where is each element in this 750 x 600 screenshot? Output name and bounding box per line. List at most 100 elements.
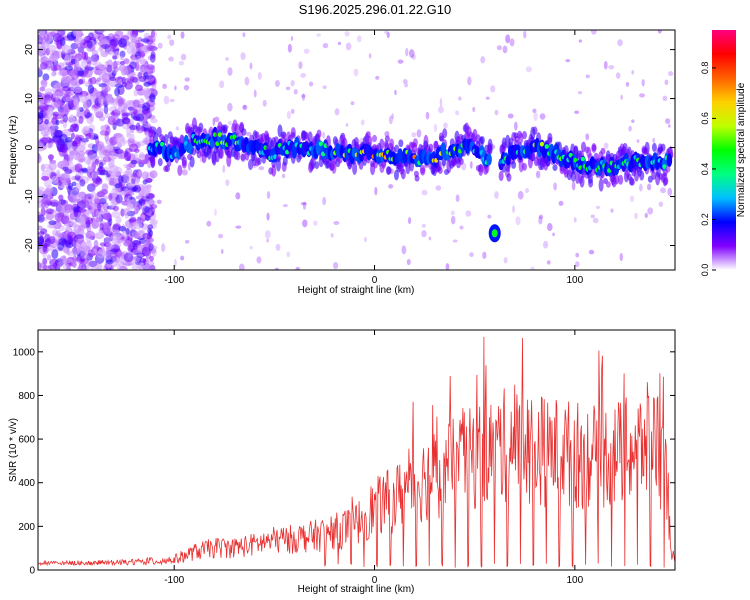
heatmap-cell (73, 87, 82, 94)
heatmap-cell (38, 186, 45, 192)
heatmap-cell (386, 166, 392, 175)
heatmap-cell (42, 243, 48, 253)
heatmap-cell (274, 80, 280, 87)
spectrogram-ytick-label: 20 (24, 44, 35, 56)
heatmap-cell (290, 79, 295, 87)
heatmap-cell (156, 199, 162, 205)
heatmap-cell (590, 30, 597, 35)
heatmap-cell (591, 144, 597, 151)
heatmap-cell (658, 201, 664, 207)
heatmap-cell (286, 110, 292, 120)
heatmap-cell (523, 30, 527, 39)
heatmap-cell (571, 181, 576, 191)
heatmap-cell (408, 49, 415, 58)
heatmap-cell (104, 145, 114, 152)
heatmap-cell (95, 264, 102, 270)
heatmap-cell (177, 164, 183, 177)
heatmap-cell (587, 172, 593, 184)
heatmap-cell (595, 205, 601, 209)
heatmap-cell (293, 89, 298, 95)
heatmap-cell (89, 95, 96, 101)
heatmap-cell (598, 178, 604, 192)
heatmap-cell (421, 223, 426, 228)
heatmap-cell (506, 173, 512, 182)
heatmap-cell (108, 218, 113, 226)
heatmap-cell (119, 55, 125, 61)
heatmap-cell (146, 44, 154, 52)
heatmap-cell (64, 54, 71, 64)
heatmap-cell (44, 119, 49, 125)
heatmap-cell (439, 135, 445, 142)
heatmap-cell (235, 150, 241, 161)
spectrogram-xtick-label: -100 (164, 275, 184, 286)
heatmap-cell (62, 247, 68, 253)
snr-ytick-label: 400 (18, 478, 35, 489)
heatmap-cell (191, 148, 197, 156)
heatmap-cell (131, 231, 141, 239)
heatmap-cell (85, 149, 95, 156)
heatmap-cell (222, 124, 228, 133)
heatmap-cell (67, 182, 74, 190)
heatmap-cell (69, 189, 79, 198)
heatmap-cell (114, 183, 123, 189)
heatmap-cell (309, 159, 315, 171)
heatmap-cell (438, 106, 444, 114)
heatmap-cell (461, 162, 467, 171)
heatmap-cell (117, 139, 127, 147)
heatmap-cell (106, 64, 113, 73)
heatmap-cell (450, 210, 455, 216)
heatmap-cell (282, 156, 288, 166)
heatmap-cell (140, 38, 150, 43)
heatmap-cell (106, 173, 111, 178)
colorbar-tick-label: 0.4 (700, 163, 710, 176)
heatmap-cell (227, 120, 232, 126)
heatmap-cell (121, 117, 131, 125)
heatmap-cell (61, 172, 71, 182)
heatmap-cell (374, 186, 378, 196)
heatmap-cell (478, 163, 484, 176)
heatmap-cell (143, 122, 152, 128)
heatmap-cell (38, 231, 45, 236)
heatmap-cell (356, 35, 362, 43)
heatmap-cell (308, 81, 314, 87)
heatmap-cell (666, 153, 673, 167)
heatmap-cell (651, 142, 657, 152)
heatmap-cell (110, 115, 116, 120)
heatmap-cell (368, 53, 372, 59)
heatmap-cell (384, 135, 390, 142)
heatmap-cell (117, 98, 124, 107)
heatmap-cell (266, 238, 269, 243)
heatmap-cell (394, 144, 400, 153)
heatmap-cell (85, 99, 91, 109)
colorbar-tick-label: 0.8 (700, 62, 710, 75)
heatmap-cell (184, 239, 190, 244)
heatmap-cell (419, 164, 425, 174)
heatmap-cell (465, 210, 472, 217)
heatmap-cell (364, 236, 367, 243)
heatmap-cell (143, 81, 152, 87)
heatmap-cell (214, 208, 217, 217)
heatmap-cell (79, 141, 87, 147)
heatmap-cell (639, 183, 643, 192)
heatmap-cell (67, 116, 76, 124)
heatmap-cell (110, 198, 116, 209)
heatmap-cell (667, 71, 674, 77)
heatmap-cell (89, 76, 97, 85)
heatmap-cell (48, 220, 57, 226)
heatmap-cell (313, 220, 318, 226)
heatmap-cell (43, 33, 50, 42)
heatmap-cell (538, 215, 543, 225)
figure-title: S196.2025.296.01.22.G10 (299, 2, 452, 17)
heatmap-cell (242, 104, 248, 111)
snr-panel: -100 0 100 0 200 400 600 800 1000 Height of str… (8, 329, 676, 595)
heatmap-cell (525, 188, 530, 194)
heatmap-cell (57, 70, 68, 77)
heatmap-cell (558, 200, 564, 206)
heatmap-cell (235, 225, 242, 229)
heatmap-cell (491, 229, 498, 238)
heatmap-cell (114, 83, 124, 88)
heatmap-cell (619, 252, 623, 262)
heatmap-cell (94, 158, 99, 165)
heatmap-cell (352, 161, 358, 175)
heatmap-cell (121, 76, 126, 85)
